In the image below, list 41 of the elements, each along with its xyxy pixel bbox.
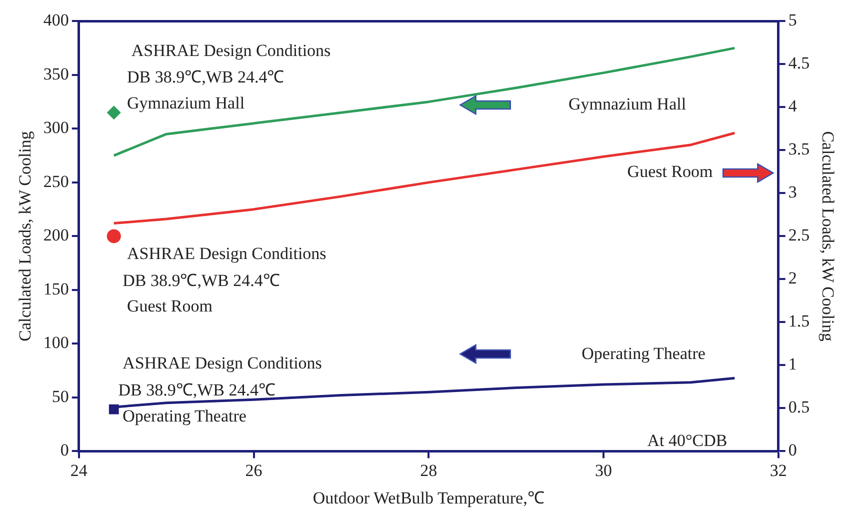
y2-tick-label: 1 bbox=[788, 354, 797, 374]
y-tick-label: 300 bbox=[43, 118, 69, 138]
annotation: ASHRAE Design Conditions bbox=[131, 40, 331, 60]
x-tick-label: 30 bbox=[594, 460, 612, 480]
x-tick-label: 28 bbox=[420, 460, 438, 480]
y2-tick-label: 2.5 bbox=[788, 226, 810, 245]
annotation: At 40°CDB bbox=[647, 430, 728, 450]
x-tick-label: 26 bbox=[245, 460, 262, 480]
series-label: Gymnazium Hall bbox=[568, 94, 686, 114]
y2-tick-label: 4 bbox=[788, 96, 798, 116]
y-tick-label: 250 bbox=[43, 172, 69, 191]
y-tick-label: 50 bbox=[52, 386, 69, 406]
annotation: Operating Theatre bbox=[122, 406, 246, 426]
annotation: DB 38.9℃,WB 24.4℃ bbox=[118, 380, 276, 400]
y-tick-label: 400 bbox=[43, 10, 69, 30]
y2-tick-label: 0.5 bbox=[788, 398, 810, 417]
y2-axis-title: Calculated Loads, kW Cooling bbox=[818, 131, 838, 342]
annotation: Guest Room bbox=[126, 296, 212, 316]
y2-tick-label: 5 bbox=[788, 10, 797, 30]
legend-label: Guest Room bbox=[627, 162, 713, 182]
y-tick-label: 0 bbox=[60, 440, 69, 460]
y2-tick-label: 3 bbox=[788, 182, 797, 202]
y2-tick-label: 2 bbox=[788, 268, 797, 288]
y-tick-label: 200 bbox=[43, 226, 69, 245]
y2-tick-label: 1.5 bbox=[788, 312, 810, 331]
y-axis-title: Calculated Loads, kW Cooling bbox=[16, 130, 35, 342]
y2-tick-label: 0 bbox=[788, 440, 797, 460]
x-tick-label: 24 bbox=[70, 460, 88, 480]
annotation: DB 38.9℃,WB 24.4℃ bbox=[122, 270, 280, 290]
y-tick-label: 150 bbox=[43, 279, 69, 298]
annotation: ASHRAE Design Conditions bbox=[126, 244, 326, 263]
x-axis-title: Outdoor WetBulb Temperature,℃ bbox=[312, 488, 544, 508]
y2-tick-label: 4.5 bbox=[788, 54, 810, 73]
annotation: ASHRAE Design Conditions bbox=[122, 354, 322, 373]
series-label: Operating Theatre bbox=[582, 344, 706, 363]
y-tick-label: 100 bbox=[43, 333, 69, 352]
y2-tick-label: 3.5 bbox=[788, 140, 810, 159]
annotation: DB 38.9℃,WB 24.4℃ bbox=[126, 68, 284, 87]
y-tick-label: 350 bbox=[43, 64, 69, 84]
x-tick-label: 32 bbox=[770, 460, 787, 480]
annotation: Gymnazium Hall bbox=[126, 93, 245, 112]
